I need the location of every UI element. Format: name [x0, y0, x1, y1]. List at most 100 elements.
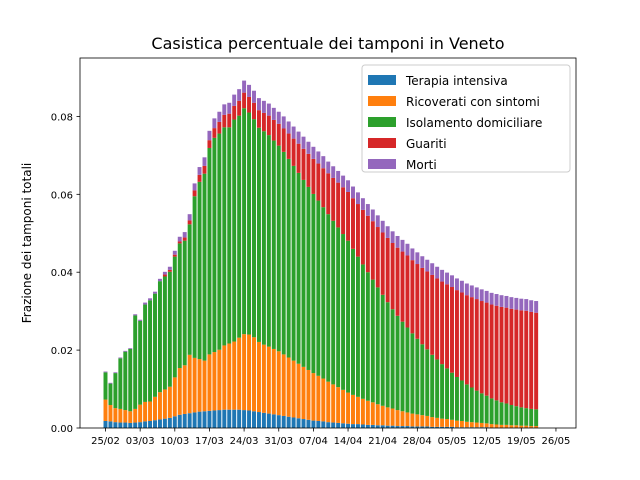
- bar-segment-series-0-day-32: [261, 412, 266, 428]
- bar-segment-series-3-day-16: [182, 237, 187, 241]
- bar-segment-series-0-day-7: [138, 422, 143, 428]
- x-tick-label: 07/04: [299, 436, 328, 447]
- bar-segment-series-2-day-74: [469, 387, 474, 423]
- bar-segment-series-1-day-71: [454, 420, 459, 428]
- bar-segment-series-4-day-55: [375, 215, 380, 228]
- bar-segment-series-1-day-19: [197, 359, 202, 412]
- bar-segment-series-3-day-76: [479, 301, 484, 394]
- bar-segment-series-3-day-42: [311, 158, 316, 194]
- bar-segment-series-4-day-83: [514, 297, 519, 310]
- bar-segment-series-4-day-71: [454, 278, 459, 291]
- bar-segment-series-2-day-69: [445, 368, 450, 420]
- bar-segment-series-4-day-85: [524, 299, 529, 311]
- bar-segment-series-1-day-58: [390, 408, 395, 426]
- bar-segment-series-4-day-5: [128, 348, 133, 349]
- bar-segment-series-0-day-44: [321, 421, 326, 428]
- bar-segment-series-1-day-54: [370, 402, 375, 425]
- bar-segment-series-2-day-41: [306, 186, 311, 370]
- bar-segment-series-3-day-62: [410, 260, 415, 334]
- legend-box: [361, 64, 571, 173]
- bar-segment-series-1-day-81: [504, 424, 509, 428]
- bar-segment-series-4-day-10: [153, 291, 157, 294]
- bar-segment-series-1-day-82: [509, 425, 514, 428]
- bar-segment-series-3-day-71: [454, 290, 459, 377]
- bar-segment-series-1-day-65: [425, 415, 430, 427]
- bar-segment-series-4-day-1: [108, 382, 113, 384]
- bar-segment-series-4-day-8: [143, 302, 148, 305]
- bar-segment-series-3-day-74: [469, 297, 474, 388]
- bar-segment-series-3-day-13: [167, 269, 172, 272]
- bar-segment-series-2-day-50: [351, 248, 355, 395]
- bar-segment-series-4-day-13: [167, 266, 172, 270]
- bar-segment-series-3-day-75: [474, 299, 479, 391]
- bar-segment-series-2-day-3: [118, 358, 123, 409]
- bar-segment-series-0-day-2: [113, 422, 118, 428]
- bar-segment-series-2-day-9: [148, 300, 153, 402]
- bar-segment-series-0-day-33: [266, 413, 271, 428]
- y-tick-label: 0.02: [51, 346, 73, 357]
- bar-segment-series-1-day-47: [336, 387, 341, 423]
- bar-segment-series-4-day-40: [301, 136, 306, 149]
- bar-segment-series-1-day-83: [514, 425, 519, 428]
- bar-segment-series-3-day-46: [331, 177, 336, 221]
- bar-segment-series-1-day-17: [187, 354, 192, 414]
- bar-segment-series-0-day-56: [380, 425, 385, 428]
- bar-segment-series-0-day-25: [227, 409, 232, 428]
- bar-segment-series-0-day-46: [331, 422, 336, 428]
- bar-segment-series-1-day-31: [256, 341, 261, 413]
- bar-segment-series-3-day-24: [222, 114, 227, 128]
- bar-segment-series-2-day-30: [252, 119, 256, 338]
- bar-segment-series-1-day-2: [113, 408, 118, 423]
- bar-segment-series-3-day-15: [177, 241, 182, 244]
- bar-segment-series-0-day-39: [296, 418, 301, 428]
- bar-segment-series-3-day-21: [207, 140, 212, 148]
- bar-segment-series-4-day-27: [237, 89, 242, 101]
- bar-segment-series-1-day-46: [331, 384, 336, 423]
- bar-segment-series-1-day-25: [227, 343, 232, 410]
- bar-segment-series-1-day-1: [108, 405, 113, 422]
- bar-segment-series-4-day-58: [390, 231, 395, 243]
- bar-segment-series-1-day-12: [162, 389, 167, 419]
- bar-segment-series-2-day-40: [301, 179, 306, 367]
- bar-segment-series-4-day-9: [148, 298, 153, 301]
- bar-segment-series-1-day-21: [207, 354, 212, 411]
- bar-segment-series-2-day-0: [103, 372, 108, 400]
- bar-segment-series-3-day-61: [405, 255, 410, 328]
- bar-segment-series-1-day-57: [385, 407, 390, 426]
- bar-segment-series-3-day-67: [435, 278, 440, 360]
- bar-segment-series-3-day-43: [316, 163, 321, 201]
- bar-segment-series-4-day-56: [380, 220, 385, 233]
- bar-segment-series-2-day-87: [534, 409, 539, 427]
- bar-segment-series-0-day-27: [237, 409, 242, 428]
- bar-segment-series-3-day-79: [494, 305, 499, 401]
- bar-segment-series-0-day-8: [143, 421, 148, 428]
- legend-swatch: [368, 138, 396, 148]
- bar-segment-series-0-day-48: [341, 423, 346, 428]
- bar-segment-series-0-day-40: [301, 419, 306, 428]
- bar-segment-series-2-day-54: [370, 279, 375, 403]
- bar-segment-series-0-day-24: [222, 409, 227, 428]
- bar-segment-series-2-day-70: [450, 372, 454, 420]
- bar-segment-series-1-day-52: [360, 398, 365, 425]
- bar-segment-series-2-day-42: [311, 193, 316, 374]
- bar-segment-series-3-day-57: [385, 237, 390, 303]
- bar-segment-series-4-day-74: [469, 285, 474, 298]
- bar-segment-series-1-day-28: [242, 334, 247, 411]
- bar-segment-series-1-day-4: [123, 410, 128, 423]
- bar-segment-series-1-day-62: [410, 413, 415, 427]
- bar-segment-series-3-day-72: [459, 292, 464, 381]
- legend-label: Terapia intensiva: [405, 74, 508, 88]
- bar-segment-series-1-day-20: [202, 360, 207, 412]
- bar-segment-series-2-day-24: [222, 127, 227, 346]
- bar-segment-series-3-day-86: [529, 311, 534, 409]
- bar-segment-series-2-day-20: [202, 173, 207, 361]
- bar-segment-series-1-day-51: [355, 396, 360, 425]
- bar-segment-series-1-day-87: [534, 426, 539, 428]
- bar-segment-series-4-day-48: [341, 175, 346, 188]
- bar-segment-series-1-day-86: [529, 426, 534, 428]
- bar-segment-series-0-day-64: [420, 426, 425, 428]
- bar-segment-series-2-day-65: [425, 349, 430, 416]
- bar-segment-series-4-day-7: [138, 319, 143, 321]
- y-tick-label: 0.08: [51, 112, 73, 123]
- bar-segment-series-2-day-7: [138, 320, 143, 405]
